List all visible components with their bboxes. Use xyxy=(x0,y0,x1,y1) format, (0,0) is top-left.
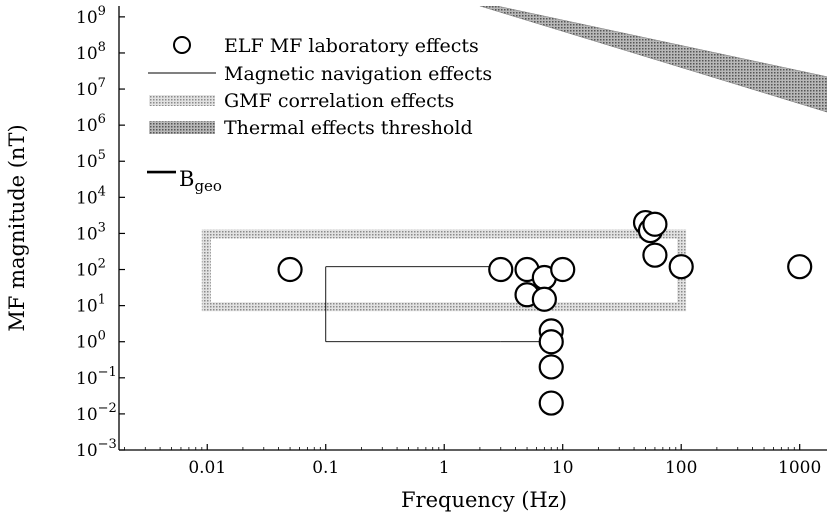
legend-marker-gmf xyxy=(149,95,215,106)
y-tick-label: 109 xyxy=(76,4,106,28)
y-tick-label: 107 xyxy=(76,76,106,100)
elf-lab-point xyxy=(642,242,668,268)
elf-lab-point xyxy=(531,286,557,312)
legend: ELF MF laboratory effects Magnetic naviga… xyxy=(148,35,492,139)
legend-label: Magnetic navigation effects xyxy=(224,63,492,85)
x-tick-label: 1 xyxy=(439,458,450,478)
bgeo-label: Bgeo xyxy=(179,167,222,195)
legend-label: Thermal effects threshold xyxy=(224,117,473,139)
elf-lab-point xyxy=(488,256,514,283)
y-tick-label: 10−2 xyxy=(76,401,117,425)
x-tick-label: 100 xyxy=(665,458,697,478)
x-tick-label: 0.01 xyxy=(188,458,226,478)
y-tick-label: 104 xyxy=(76,184,106,208)
x-tick-label: 1000 xyxy=(778,458,821,478)
elf-lab-point xyxy=(642,211,668,237)
legend-marker-circle xyxy=(173,36,191,54)
y-tick-label: 106 xyxy=(76,112,106,136)
y-tick-label: 10−3 xyxy=(76,437,117,461)
elf-lab-point xyxy=(538,329,564,355)
elf-lab-point xyxy=(538,354,564,380)
elf-lab-point xyxy=(538,390,564,416)
x-axis-title: Frequency (Hz) xyxy=(401,488,567,512)
y-tick-label: 10−1 xyxy=(76,365,117,389)
elf-lab-point xyxy=(277,256,303,283)
legend-label: ELF MF laboratory effects xyxy=(224,35,479,57)
y-axis-title: MF magnitude (nT) xyxy=(5,124,29,331)
legend-label: GMF correlation effects xyxy=(224,90,454,112)
y-tick-label: 108 xyxy=(76,40,106,64)
y-tick-label: 103 xyxy=(76,220,106,244)
elf-lab-point xyxy=(550,256,576,283)
y-tick-label: 105 xyxy=(76,148,106,172)
legend-marker-thermal xyxy=(149,121,215,134)
thermal-threshold-band xyxy=(479,6,827,113)
bgeo-annotation: Bgeo xyxy=(147,167,222,195)
x-tick-label: 0.1 xyxy=(312,458,339,478)
y-tick-label: 101 xyxy=(76,293,106,317)
elf-lab-point xyxy=(668,254,694,280)
gmf-correlation-region xyxy=(201,229,687,312)
elf-lab-point xyxy=(787,254,813,280)
y-tick-label: 100 xyxy=(76,329,106,353)
x-tick-label: 10 xyxy=(552,458,574,478)
y-tick-label: 102 xyxy=(76,257,106,281)
